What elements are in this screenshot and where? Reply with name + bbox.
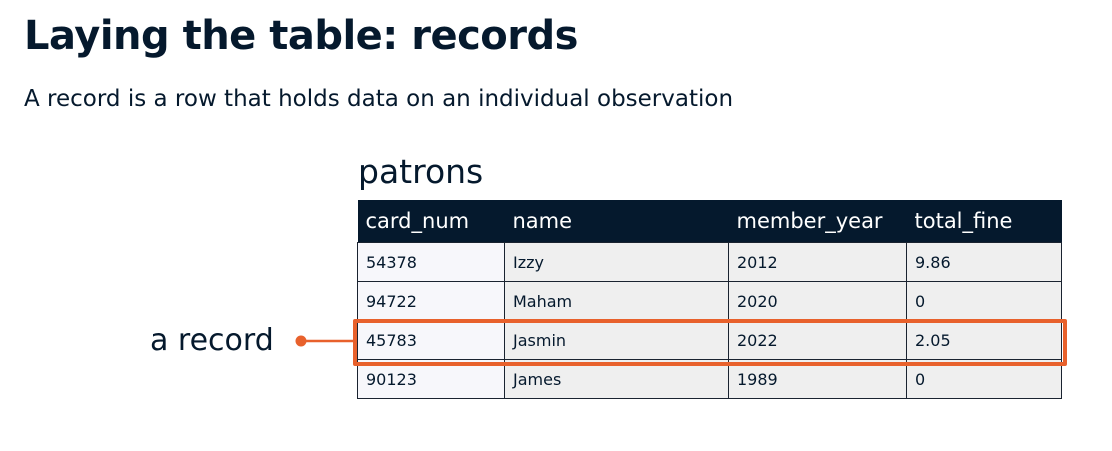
patrons-table: card_num name member_year total_fine 543… bbox=[357, 200, 1062, 399]
column-header-total-fine: total_fine bbox=[906, 200, 1062, 243]
cell-member-year: 1989 bbox=[728, 359, 907, 399]
record-annotation-label: a record bbox=[150, 323, 274, 358]
table-header-row: card_num name member_year total_fine bbox=[357, 200, 1062, 243]
table-row: 54378 Izzy 2012 9.86 bbox=[357, 242, 1062, 282]
cell-name: Maham bbox=[504, 281, 729, 321]
cell-total-fine: 0 bbox=[906, 359, 1062, 399]
cell-card-num: 90123 bbox=[357, 359, 505, 399]
slide-description: A record is a row that holds data on an … bbox=[24, 86, 734, 112]
cell-card-num: 54378 bbox=[357, 242, 505, 282]
cell-card-num: 45783 bbox=[357, 320, 505, 360]
table-row: 90123 James 1989 0 bbox=[357, 359, 1062, 399]
annotation-connector-arrow bbox=[295, 335, 355, 347]
slide-title: Laying the table: records bbox=[24, 13, 578, 59]
cell-total-fine: 2.05 bbox=[906, 320, 1062, 360]
column-header-name: name bbox=[504, 200, 729, 243]
table-row: 94722 Maham 2020 0 bbox=[357, 281, 1062, 321]
column-header-card-num: card_num bbox=[357, 200, 505, 243]
table-name: patrons bbox=[358, 152, 484, 191]
cell-name: James bbox=[504, 359, 729, 399]
cell-name: Izzy bbox=[504, 242, 729, 282]
cell-name: Jasmin bbox=[504, 320, 729, 360]
cell-total-fine: 0 bbox=[906, 281, 1062, 321]
cell-card-num: 94722 bbox=[357, 281, 505, 321]
column-header-member-year: member_year bbox=[728, 200, 907, 243]
cell-member-year: 2022 bbox=[728, 320, 907, 360]
cell-member-year: 2012 bbox=[728, 242, 907, 282]
table-row-highlighted: 45783 Jasmin 2022 2.05 bbox=[357, 320, 1062, 360]
cell-total-fine: 9.86 bbox=[906, 242, 1062, 282]
cell-member-year: 2020 bbox=[728, 281, 907, 321]
